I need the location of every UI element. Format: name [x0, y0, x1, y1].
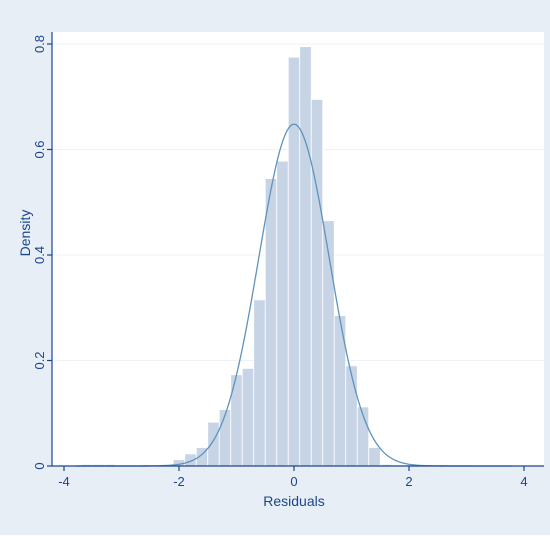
histogram-bar: [322, 220, 335, 467]
x-tick-label: 0: [290, 474, 297, 489]
y-tick-labels: 0 0.2 0.4 0.6 0.8: [32, 35, 47, 470]
histogram-bar: [287, 56, 301, 467]
histogram-bar: [345, 365, 358, 467]
histogram-bar: [368, 447, 381, 467]
histogram-bar: [310, 98, 324, 467]
y-tick-label: 0.6: [32, 140, 47, 158]
histogram-bars: [80, 46, 473, 467]
y-tick-label: 0.8: [32, 35, 47, 53]
x-tick-label: -4: [58, 474, 70, 489]
histogram-bar: [241, 368, 255, 467]
histogram-bar: [207, 421, 220, 467]
x-axis-label: Residuals: [263, 493, 324, 509]
y-tick-label: 0.2: [32, 351, 47, 369]
y-axis-label: Density: [17, 210, 33, 257]
axes: [47, 32, 544, 471]
x-tick-labels: -4 -2 0 2 4: [58, 474, 527, 489]
x-tick-label: 4: [520, 474, 527, 489]
x-tick-label: 2: [405, 474, 412, 489]
histogram-bar: [299, 46, 312, 467]
x-tick-label: -2: [173, 474, 185, 489]
histogram-bar: [218, 409, 232, 467]
histogram-bar: [253, 299, 266, 467]
y-tick-label: 0: [32, 462, 47, 469]
histogram-bar: [264, 178, 278, 467]
y-tick-label: 0.4: [32, 246, 47, 264]
histogram-bar: [276, 160, 289, 467]
